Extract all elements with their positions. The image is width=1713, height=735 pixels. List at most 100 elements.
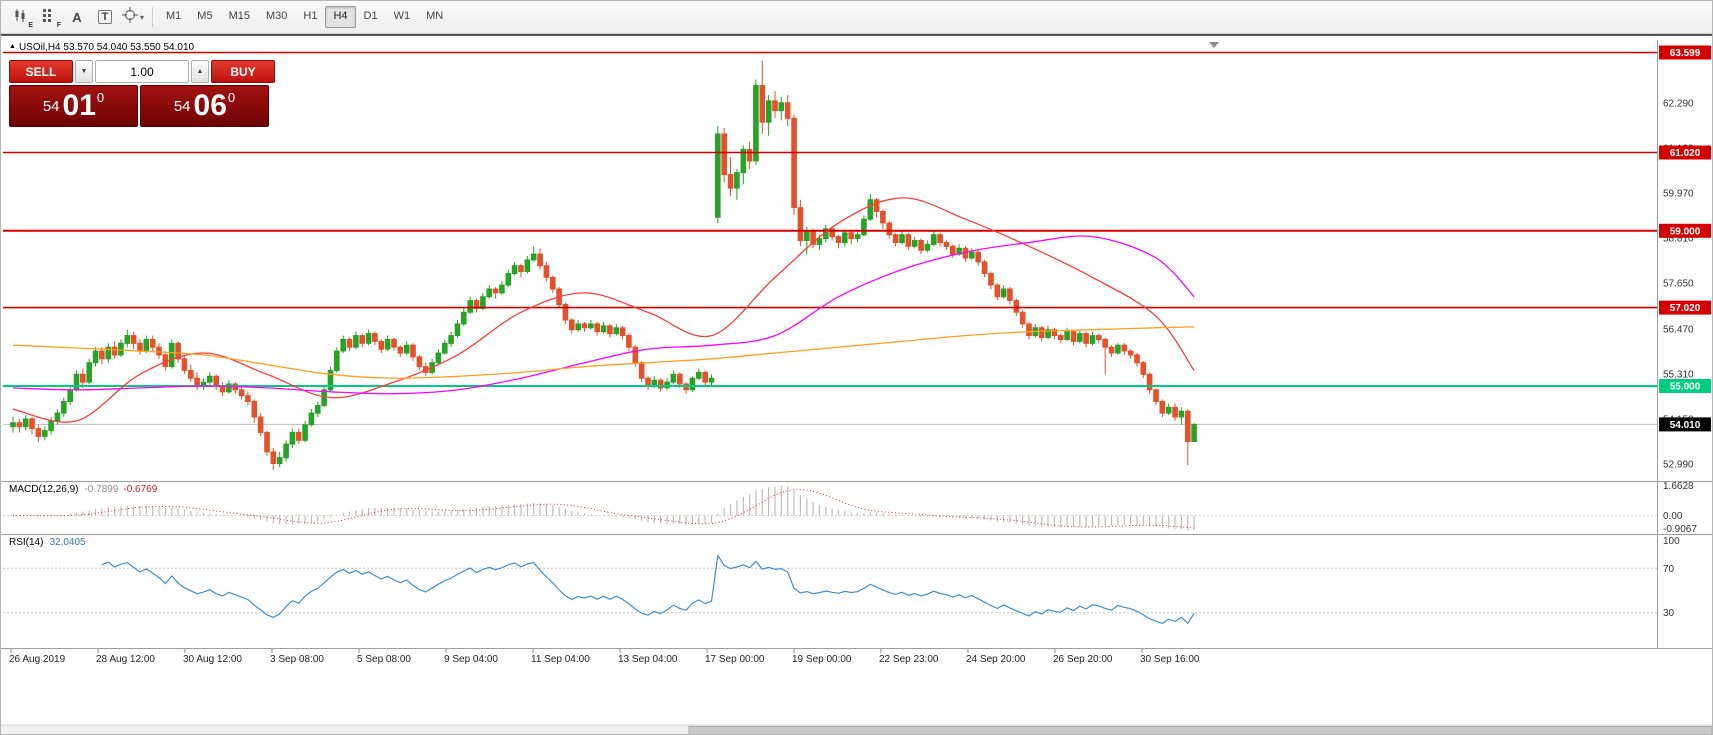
timeframe-H1[interactable]: H1 — [303, 10, 318, 23]
svg-text:56.470: 56.470 — [1663, 325, 1694, 336]
indicators-tool-badge: E — [28, 22, 33, 29]
svg-text:58.810: 58.810 — [1663, 234, 1694, 245]
objects-list-tool-icon — [41, 7, 57, 28]
svg-text:22 Sep 23:00: 22 Sep 23:00 — [879, 654, 939, 665]
rsi-panel: 100 70 30 — [3, 536, 1680, 625]
macd-panel: 1.6628 0.00 -0.9067 — [3, 481, 1697, 535]
price-badge — [1659, 417, 1711, 432]
panel-separators — [1, 481, 1712, 649]
svg-text:24 Sep 20:00: 24 Sep 20:00 — [966, 654, 1026, 665]
timeframe-M5[interactable]: M5 — [197, 10, 213, 23]
timeframe-M1[interactable]: M1 — [166, 10, 182, 23]
volume-increase-button[interactable]: ▲ — [191, 60, 209, 83]
ma-fast-line — [12, 197, 1195, 423]
svg-text:61.020: 61.020 — [1670, 148, 1701, 159]
volume-input[interactable] — [95, 60, 189, 83]
svg-text:19 Sep 00:00: 19 Sep 00:00 — [792, 654, 852, 665]
ma-mid-line — [12, 235, 1195, 395]
bid-integer: 54 — [42, 97, 60, 115]
svg-text:59.970: 59.970 — [1663, 189, 1694, 200]
price-axis: 62.29061.13059.97058.81057.65056.47055.3… — [1657, 40, 1711, 648]
timeframe-M15[interactable]: M15 — [228, 10, 250, 23]
price-badge — [1659, 223, 1711, 238]
svg-text:0.00: 0.00 — [1663, 511, 1683, 522]
svg-text:59.000: 59.000 — [1670, 226, 1701, 237]
rsi-label: RSI(14) 32.0405 — [9, 537, 86, 548]
svg-text:63.599: 63.599 — [1670, 48, 1701, 59]
timeframe-MN[interactable]: MN — [426, 10, 444, 23]
time-axis: 26 Aug 2019 28 Aug 12:00 30 Aug 12:00 3 Sep… — [9, 649, 1200, 665]
chevron-down-icon: ▾ — [139, 12, 144, 22]
svg-text:57.020: 57.020 — [1670, 303, 1701, 314]
svg-text:54.010: 54.010 — [1670, 420, 1701, 431]
svg-text:30: 30 — [1663, 608, 1675, 619]
svg-text:52.990: 52.990 — [1663, 459, 1694, 470]
volume-decrease-button[interactable]: ▼ — [75, 60, 93, 83]
svg-text:-0.9067: -0.9067 — [1663, 524, 1697, 535]
svg-text:55.310: 55.310 — [1663, 369, 1694, 380]
chart-shift-marker — [1209, 42, 1219, 48]
ask-integer: 54 — [173, 97, 191, 115]
indicators-tool-icon — [13, 7, 29, 28]
svg-text:13 Sep 04:00: 13 Sep 04:00 — [618, 654, 678, 665]
price-badge — [1659, 379, 1711, 393]
horizontal-scrollbar — [1, 724, 1712, 735]
svg-text:100: 100 — [1663, 536, 1680, 547]
ask-price-display[interactable]: 54 06 0 — [140, 85, 269, 127]
price-badge — [1659, 300, 1711, 315]
price-badge — [1659, 45, 1711, 60]
macd-label: MACD(12,26,9) -0.7899 -0.6769 — [9, 484, 158, 495]
symbol-ohlc-label: ▲ USOil,H4 53.570 54.040 53.550 54.010 — [9, 42, 195, 53]
text-box-tool[interactable]: T — [91, 4, 119, 30]
symbol-marker-icon: ▲ — [9, 43, 16, 50]
rsi-value: 32.0405 — [49, 537, 86, 548]
toolbar-separator — [152, 7, 153, 27]
text-box-tool-icon: T — [97, 10, 113, 24]
macd-main-value: -0.7899 — [84, 484, 119, 495]
candles-layer — [10, 60, 1197, 470]
svg-text:9 Sep 04:00: 9 Sep 04:00 — [444, 654, 498, 665]
bid-pips: 01 — [62, 89, 96, 122]
svg-text:62.290: 62.290 — [1663, 99, 1694, 110]
sell-button[interactable]: SELL — [9, 60, 73, 83]
objects-list-tool[interactable]: F — [35, 4, 63, 30]
svg-text:5 Sep 08:00: 5 Sep 08:00 — [357, 654, 411, 665]
indicators-tool[interactable]: E — [7, 4, 35, 30]
ask-pips: 06 — [193, 89, 227, 122]
chart-canvas[interactable]: 62.29061.13059.97058.81057.65056.47055.3… — [1, 36, 1713, 735]
ma-slow-line — [12, 326, 1195, 379]
svg-text:3 Sep 08:00: 3 Sep 08:00 — [270, 654, 324, 665]
crosshair-tool-icon — [121, 6, 138, 28]
price-badge — [1659, 145, 1711, 160]
svg-text:11 Sep 04:00: 11 Sep 04:00 — [531, 654, 590, 665]
svg-text:30 Sep 16:00: 30 Sep 16:00 — [1140, 654, 1200, 665]
objects-list-tool-badge: F — [56, 22, 61, 29]
chart-window: 62.29061.13059.97058.81057.65056.47055.3… — [1, 34, 1713, 735]
svg-text:55.000: 55.000 — [1670, 382, 1701, 393]
timeframe-H4[interactable]: H4 — [325, 6, 356, 28]
ask-pipette: 0 — [227, 89, 236, 105]
macd-signal-value: -0.6769 — [123, 484, 158, 495]
text-annotation-tool-icon: A — [72, 9, 82, 25]
svg-text:30 Aug 12:00: 30 Aug 12:00 — [183, 654, 242, 665]
timeframe-D1[interactable]: D1 — [363, 10, 378, 23]
svg-text:26 Sep 20:00: 26 Sep 20:00 — [1053, 654, 1113, 665]
crosshair-tool[interactable]: ▾ — [119, 4, 147, 30]
horizontal-scrollbar-thumb[interactable] — [688, 726, 1712, 735]
svg-text:17 Sep 00:00: 17 Sep 00:00 — [705, 654, 765, 665]
timeframe-M30[interactable]: M30 — [265, 10, 288, 23]
bid-price-display[interactable]: 54 01 0 — [9, 85, 138, 127]
svg-text:57.650: 57.650 — [1663, 279, 1694, 290]
price-level-lines — [3, 51, 1657, 387]
toolbar: E F A T ▾ M1 M5 M15 M30 H1 H4 D1 W1 MN — [1, 1, 1712, 34]
timeframe-W1[interactable]: W1 — [393, 10, 411, 23]
svg-text:1.6628: 1.6628 — [1663, 481, 1694, 492]
svg-text:26 Aug 2019: 26 Aug 2019 — [9, 654, 66, 665]
text-annotation-tool[interactable]: A — [63, 4, 91, 30]
bid-pipette: 0 — [96, 89, 105, 105]
buy-button[interactable]: BUY — [211, 60, 275, 83]
svg-text:28 Aug 12:00: 28 Aug 12:00 — [96, 654, 155, 665]
svg-text:70: 70 — [1663, 564, 1675, 575]
